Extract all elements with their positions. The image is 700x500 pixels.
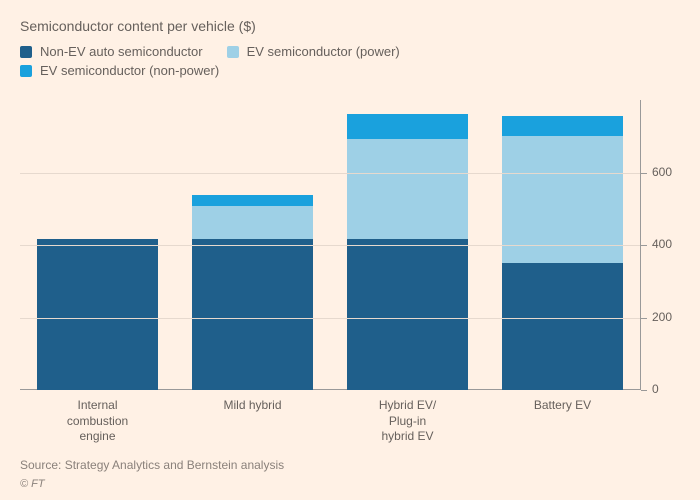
bar-segment bbox=[347, 114, 468, 139]
legend-label: Non-EV auto semiconductor bbox=[40, 44, 203, 59]
y-tick-label: 400 bbox=[652, 237, 672, 251]
bar-segment bbox=[192, 195, 313, 206]
y-tick-label: 0 bbox=[652, 382, 659, 396]
x-axis-label: Battery EV bbox=[485, 398, 640, 414]
gridline bbox=[20, 173, 640, 174]
legend-swatch bbox=[227, 46, 239, 58]
y-tick-mark bbox=[641, 318, 647, 319]
y-tick-label: 600 bbox=[652, 165, 672, 179]
legend-item: Non-EV auto semiconductor bbox=[20, 44, 203, 59]
bar-segment bbox=[502, 263, 623, 390]
bar-segment bbox=[192, 206, 313, 239]
source-text: Source: Strategy Analytics and Bernstein… bbox=[20, 458, 284, 472]
legend-item: EV semiconductor (power) bbox=[227, 44, 400, 59]
bar-segment bbox=[347, 139, 468, 239]
chart-title: Semiconductor content per vehicle ($) bbox=[20, 18, 256, 34]
gridline bbox=[20, 245, 640, 246]
bar-segment bbox=[37, 239, 158, 390]
bar-segment bbox=[502, 116, 623, 136]
bar-segment bbox=[192, 239, 313, 390]
plot-area: 0200400600 bbox=[20, 100, 640, 390]
chart-container: Semiconductor content per vehicle ($) No… bbox=[0, 0, 700, 500]
copyright-text: © FT bbox=[20, 478, 45, 490]
x-axis-label: Hybrid EV/Plug-inhybrid EV bbox=[330, 398, 485, 445]
y-tick-mark bbox=[641, 173, 647, 174]
x-axis-label: Mild hybrid bbox=[175, 398, 330, 414]
legend-swatch bbox=[20, 65, 32, 77]
x-axis-label: Internalcombustionengine bbox=[20, 398, 175, 445]
bar-segment bbox=[347, 239, 468, 390]
legend-item: EV semiconductor (non-power) bbox=[20, 63, 219, 78]
legend-swatch bbox=[20, 46, 32, 58]
y-tick-mark bbox=[641, 390, 647, 391]
gridline bbox=[20, 318, 640, 319]
legend-label: EV semiconductor (power) bbox=[247, 44, 400, 59]
y-tick-mark bbox=[641, 245, 647, 246]
legend-label: EV semiconductor (non-power) bbox=[40, 63, 219, 78]
y-tick-label: 200 bbox=[652, 310, 672, 324]
legend: Non-EV auto semiconductor EV semiconducto… bbox=[20, 44, 660, 82]
